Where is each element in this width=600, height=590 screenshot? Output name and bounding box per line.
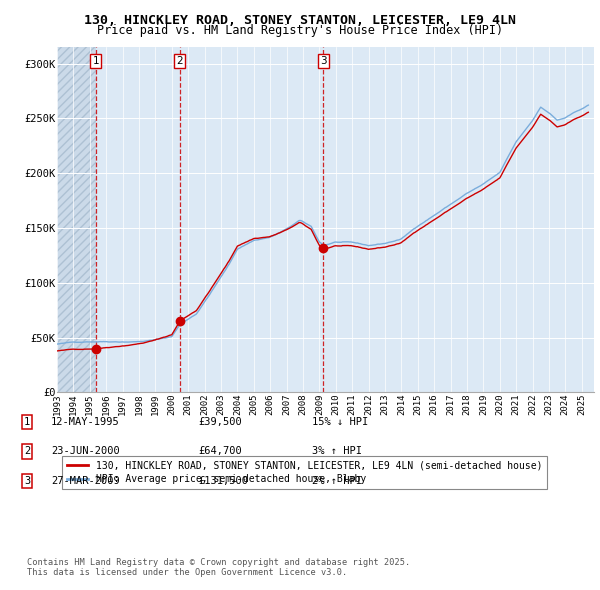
Text: 3: 3 (24, 476, 30, 486)
Text: £39,500: £39,500 (198, 417, 242, 427)
Text: 1: 1 (24, 417, 30, 427)
Text: 2% ↑ HPI: 2% ↑ HPI (312, 476, 362, 486)
Text: 2: 2 (176, 56, 183, 66)
Bar (57, 47, 96, 392)
Text: 15% ↓ HPI: 15% ↓ HPI (312, 417, 368, 427)
Text: Contains HM Land Registry data © Crown copyright and database right 2025.
This d: Contains HM Land Registry data © Crown c… (27, 558, 410, 577)
Text: £64,700: £64,700 (198, 447, 242, 456)
Text: 1: 1 (92, 56, 99, 66)
Text: £131,500: £131,500 (198, 476, 248, 486)
Text: 2: 2 (24, 447, 30, 456)
Text: 23-JUN-2000: 23-JUN-2000 (51, 447, 120, 456)
Text: 130, HINCKLEY ROAD, STONEY STANTON, LEICESTER, LE9 4LN: 130, HINCKLEY ROAD, STONEY STANTON, LEIC… (84, 14, 516, 27)
Text: 3% ↑ HPI: 3% ↑ HPI (312, 447, 362, 456)
Text: Price paid vs. HM Land Registry's House Price Index (HPI): Price paid vs. HM Land Registry's House … (97, 24, 503, 37)
Legend: 130, HINCKLEY ROAD, STONEY STANTON, LEICESTER, LE9 4LN (semi-detached house), HP: 130, HINCKLEY ROAD, STONEY STANTON, LEIC… (62, 455, 547, 489)
Text: 3: 3 (320, 56, 326, 66)
Text: 12-MAY-1995: 12-MAY-1995 (51, 417, 120, 427)
Text: 27-MAR-2009: 27-MAR-2009 (51, 476, 120, 486)
